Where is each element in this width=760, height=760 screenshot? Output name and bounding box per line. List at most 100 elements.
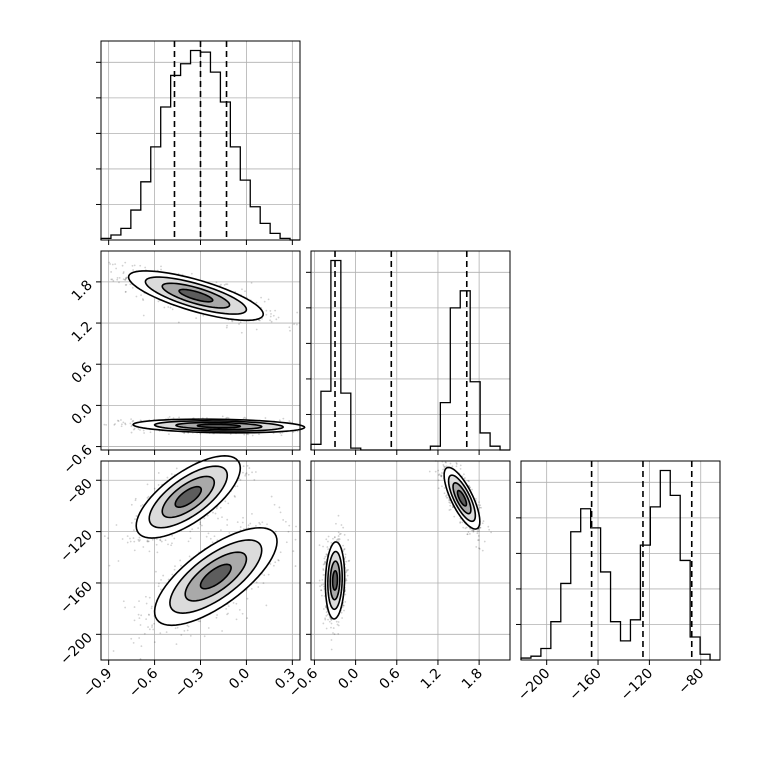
sample-point [134,499,137,502]
sample-point [459,464,462,467]
sample-point [209,537,212,540]
sample-point [482,520,485,523]
sample-point [135,515,138,517]
sample-point [270,320,273,323]
sample-point [288,326,291,329]
sample-point [285,541,288,544]
sample-point [477,539,479,542]
sample-point [122,271,125,273]
sample-point [326,613,329,616]
sample-point [133,529,135,532]
sample-point [130,431,133,434]
sample-point [199,523,202,525]
sample-point [139,539,141,541]
sample-point [242,417,245,420]
sample-point [269,310,272,312]
sample-point [133,264,136,267]
sample-point [221,415,224,418]
sample-point [189,537,192,540]
sample-point [171,542,173,545]
sample-point [130,503,133,506]
sample-point [147,626,149,628]
sample-point [443,465,446,468]
sample-point [245,472,248,474]
sample-point [191,528,194,531]
sample-point [170,544,173,547]
sample-point [168,415,171,418]
sample-point [443,466,446,469]
sample-point [487,525,490,528]
sample-point [199,521,202,524]
sample-point [242,465,245,468]
sample-point [442,464,445,466]
sample-point [261,317,263,320]
sample-point [129,537,131,540]
sample-point [186,624,189,627]
sample-point [337,538,340,540]
sample-point [469,486,471,489]
sample-point [330,622,333,625]
sample-point [269,563,272,565]
sample-point [330,618,333,621]
sample-point [167,543,169,546]
sample-point [278,419,281,422]
sample-point [226,613,228,616]
sample-point [118,281,120,284]
sample-point [124,261,127,264]
sample-point [344,556,347,559]
sample-point [459,522,462,524]
sample-point [282,417,285,420]
sample-point [248,467,251,469]
sample-point [205,535,208,538]
sample-point [269,315,272,318]
sample-point [125,283,128,286]
sample-point [103,535,106,538]
sample-point [250,587,253,590]
sample-point [139,429,141,431]
sample-point [330,618,333,621]
sample-point [233,495,236,497]
sample-point [231,320,234,323]
sample-point [243,416,246,419]
sample-point [444,461,447,463]
sample-point [140,294,142,297]
sample-point [437,479,440,482]
sample-point [296,311,299,314]
sample-point [244,290,246,293]
sample-point [242,516,244,519]
sample-point [226,416,229,419]
sample-point [138,600,140,603]
sample-point [257,586,260,588]
sample-point [342,544,345,547]
sample-point [443,492,446,495]
sample-point [288,420,291,422]
sample-point [124,279,126,281]
sample-point [468,480,470,482]
sample-point [146,483,149,486]
sample-point [244,474,247,477]
sample-point [211,541,214,544]
sample-point [117,560,120,562]
sample-point [318,544,321,547]
sample-point [455,465,458,468]
sample-point [145,618,148,621]
sample-point [238,323,240,325]
sample-point [165,631,168,634]
sample-point [326,546,329,548]
sample-point [133,619,136,622]
sample-point [337,514,340,517]
sample-point [139,419,142,422]
sample-point [134,497,137,500]
sample-point [242,471,244,474]
sample-point [479,504,482,507]
sample-point [442,465,445,468]
sample-point [172,417,175,420]
sample-point [223,284,226,286]
sample-point [437,474,440,476]
sample-point [159,539,162,542]
sample-point [118,276,121,279]
sample-point [203,517,206,520]
sample-point [117,420,120,422]
sample-point [251,512,253,515]
sample-point [133,540,136,543]
